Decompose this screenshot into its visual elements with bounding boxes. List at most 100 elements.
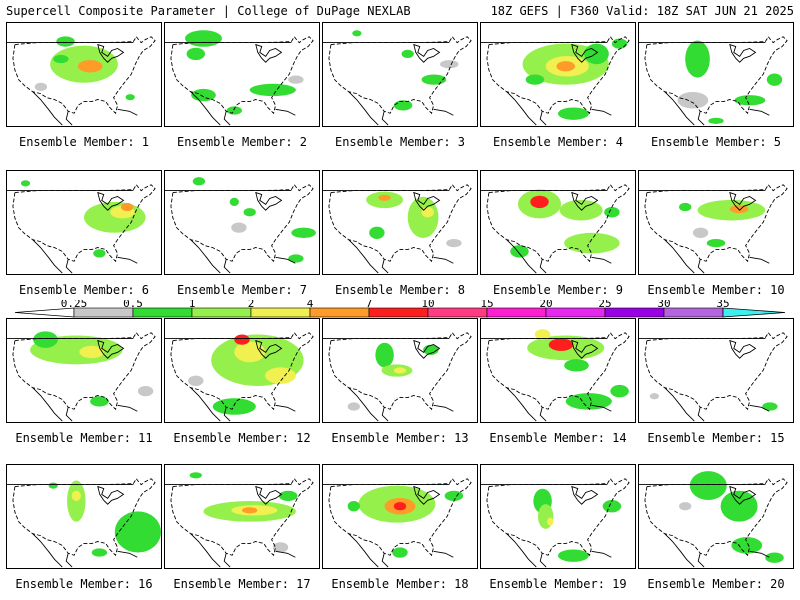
mexico-coastline xyxy=(506,91,547,126)
great-lakes-outline xyxy=(413,485,441,505)
scp-contour xyxy=(564,359,589,372)
ensemble-member-caption: Ensemble Member: 7 xyxy=(176,283,308,297)
us-coastline xyxy=(486,35,630,115)
us-coastline xyxy=(644,331,788,411)
ensemble-member-caption: Ensemble Member: 18 xyxy=(331,577,469,591)
great-lakes-outline xyxy=(571,43,599,63)
legend-swatch xyxy=(191,307,252,318)
scp-contour xyxy=(91,548,108,557)
scp-contour xyxy=(226,106,242,115)
ensemble-member-caption: Ensemble Member: 20 xyxy=(647,577,785,591)
map-canvas xyxy=(481,329,630,422)
scp-contour xyxy=(291,227,316,238)
us-coastline xyxy=(170,331,314,411)
us-coastline xyxy=(644,35,788,115)
map-canvas xyxy=(323,183,472,274)
scp-contour xyxy=(378,194,391,201)
scp-contour xyxy=(440,60,459,69)
ensemble-member-map xyxy=(6,318,162,423)
mexico-coastline xyxy=(190,533,231,568)
cuba-outline xyxy=(591,550,612,558)
scp-contour xyxy=(352,30,362,37)
ensemble-member-caption: Ensemble Member: 17 xyxy=(173,577,311,591)
great-lakes-outline xyxy=(97,43,125,63)
scp-contour xyxy=(120,202,134,212)
scp-contour xyxy=(610,384,629,398)
great-lakes-outline xyxy=(571,339,599,359)
legend-swatch xyxy=(368,307,429,318)
map-canvas xyxy=(7,477,161,568)
ensemble-member-map xyxy=(480,318,636,423)
us-coastline xyxy=(644,183,788,263)
mexico-coastline xyxy=(32,533,73,568)
map-canvas xyxy=(165,472,314,568)
scp-contour xyxy=(186,47,206,61)
scp-contour xyxy=(556,61,575,72)
scp-contour xyxy=(272,542,289,553)
scp-contour xyxy=(56,36,75,47)
ensemble-member-map xyxy=(164,464,320,569)
scp-contour xyxy=(649,393,660,400)
legend-swatch xyxy=(250,307,311,318)
us-coastline xyxy=(170,35,314,115)
ensemble-member-caption: Ensemble Member: 8 xyxy=(334,283,466,297)
ensemble-member-map xyxy=(480,464,636,569)
legend-tick-label: 30 xyxy=(657,300,670,310)
scp-contour xyxy=(347,402,360,411)
scp-contour xyxy=(407,196,439,238)
scp-contour xyxy=(525,74,545,85)
ensemble-member-map xyxy=(164,170,320,275)
cuba-outline xyxy=(591,108,612,116)
scp-contour xyxy=(679,502,692,511)
legend-swatch xyxy=(309,307,370,318)
scp-contour xyxy=(766,73,783,86)
mexico-coastline xyxy=(190,387,231,422)
cuba-outline xyxy=(433,404,454,412)
scp-contour xyxy=(584,43,609,65)
great-lakes-outline xyxy=(413,191,441,211)
cuba-outline xyxy=(275,108,296,116)
mexico-coastline xyxy=(664,91,705,126)
color-scale-legend: 0.25 0.5 1 2 4 7 10 15 20 25 30 35 xyxy=(0,300,800,322)
ensemble-member-map xyxy=(322,318,478,423)
great-lakes-outline xyxy=(255,191,283,211)
scp-contour xyxy=(53,54,69,64)
scp-contour xyxy=(564,232,620,254)
scp-contour xyxy=(33,331,58,348)
map-canvas xyxy=(639,471,788,568)
legend-tick-label: 7 xyxy=(366,300,373,310)
ensemble-member-caption: Ensemble Member: 3 xyxy=(334,135,466,149)
ensemble-member-map xyxy=(638,170,794,275)
ensemble-member-caption: Ensemble Member: 13 xyxy=(331,431,469,445)
mexico-coastline xyxy=(506,533,547,568)
scp-contour xyxy=(534,329,551,340)
scp-contour xyxy=(530,195,549,209)
mexico-coastline xyxy=(506,239,547,274)
map-canvas xyxy=(639,183,788,274)
scp-contour xyxy=(188,375,204,386)
ensemble-member-map xyxy=(322,22,478,127)
scp-contour xyxy=(347,501,360,512)
us-coastline xyxy=(170,477,314,557)
ensemble-member-caption: Ensemble Member: 11 xyxy=(15,431,153,445)
scp-contour xyxy=(393,100,413,111)
legend-tick-label: 10 xyxy=(421,300,434,310)
scp-contour xyxy=(243,208,256,217)
scp-contour xyxy=(20,180,31,187)
scp-contour xyxy=(692,227,709,238)
mexico-coastline xyxy=(348,387,389,422)
us-coastline xyxy=(328,183,472,263)
us-coastline xyxy=(486,183,630,263)
map-canvas xyxy=(7,331,156,422)
scp-contour xyxy=(604,207,620,218)
great-lakes-outline xyxy=(255,43,283,63)
mexico-coastline xyxy=(190,239,231,274)
ensemble-member-caption: Ensemble Member: 1 xyxy=(18,135,150,149)
great-lakes-outline xyxy=(97,339,125,359)
scp-contour xyxy=(421,207,434,218)
map-canvas xyxy=(165,331,314,422)
ensemble-member-caption: Ensemble Member: 2 xyxy=(176,135,308,149)
legend-swatch xyxy=(663,307,724,318)
cuba-outline xyxy=(117,256,138,264)
scp-contour xyxy=(708,117,724,124)
